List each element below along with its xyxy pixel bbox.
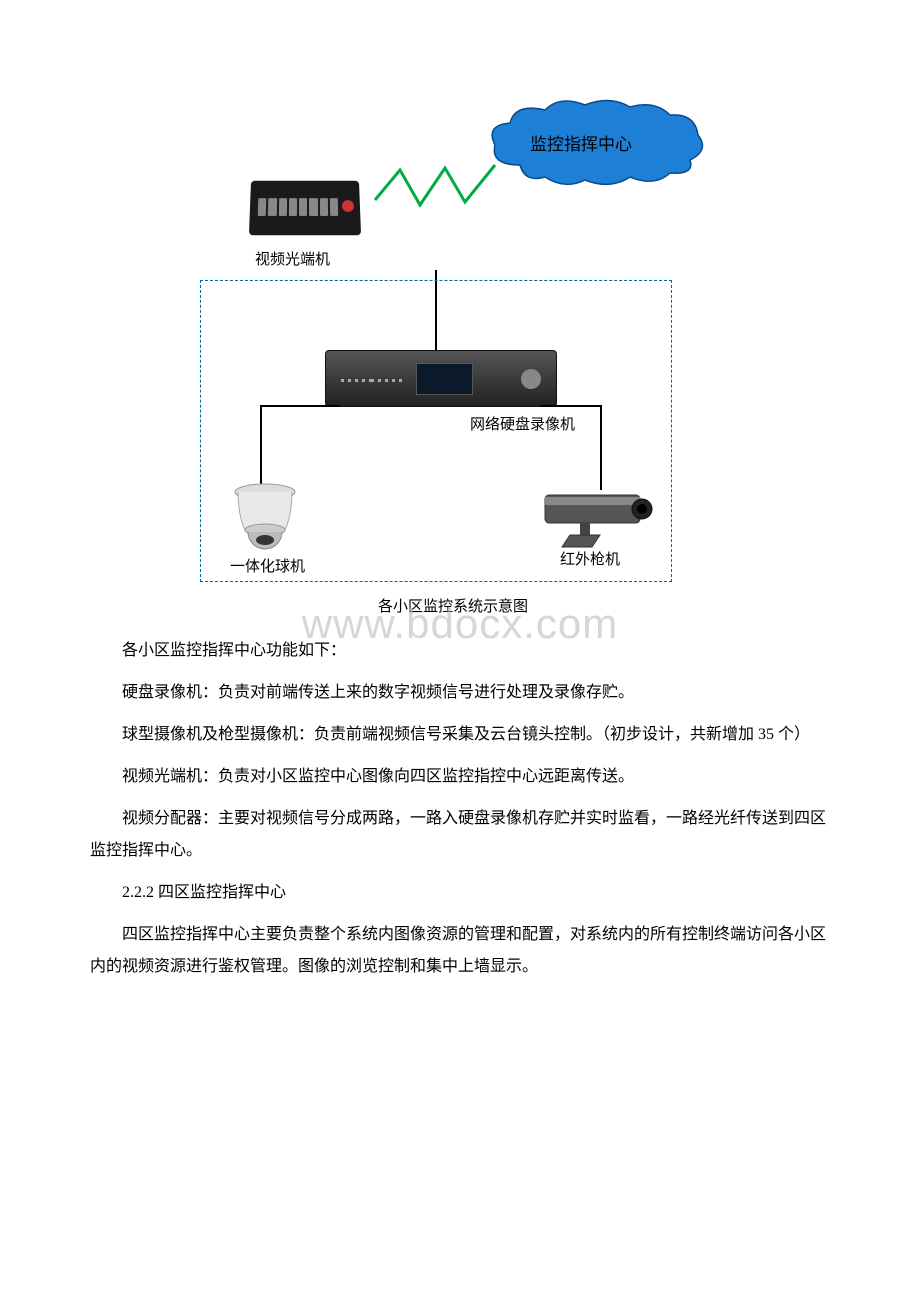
paragraph: 各小区监控指挥中心功能如下： — [90, 635, 830, 667]
bullet-camera-label: 红外枪机 — [560, 548, 620, 569]
paragraph: 视频光端机：负责对小区监控中心图像向四区监控指控中心远距离传送。 — [90, 761, 830, 793]
body-text: 各小区监控指挥中心功能如下： 硬盘录像机：负责对前端传送上来的数字视频信号进行处… — [90, 635, 830, 983]
optical-transceiver-label: 视频光端机 — [255, 248, 330, 269]
diagram-caption: 各小区监控系统示意图 — [378, 595, 528, 616]
system-diagram: 监控指挥中心 视频光端机 网络硬盘录像机 — [200, 80, 720, 620]
connector-line — [600, 405, 602, 490]
paragraph: 四区监控指挥中心主要负责整个系统内图像资源的管理和配置，对系统内的所有控制终端访… — [90, 919, 830, 983]
cloud-label: 监控指挥中心 — [530, 130, 632, 155]
wireless-link-icon — [370, 160, 500, 210]
paragraph: 视频分配器：主要对视频信号分成两路，一路入硬盘录像机存贮并实时监看，一路经光纤传… — [90, 803, 830, 867]
nvr-icon — [325, 350, 557, 407]
paragraph: 硬盘录像机：负责对前端传送上来的数字视频信号进行处理及录像存贮。 — [90, 677, 830, 709]
connector-line — [540, 405, 602, 407]
dome-camera-icon — [220, 480, 310, 565]
optical-transceiver-icon — [249, 181, 361, 235]
connector-line — [260, 405, 340, 407]
dome-camera-label: 一体化球机 — [230, 555, 305, 576]
paragraph: 球型摄像机及枪型摄像机：负责前端视频信号采集及云台镜头控制。（初步设计，共新增加… — [90, 719, 830, 751]
nvr-label: 网络硬盘录像机 — [470, 413, 575, 434]
section-heading: 2.2.2 四区监控指挥中心 — [90, 877, 830, 909]
